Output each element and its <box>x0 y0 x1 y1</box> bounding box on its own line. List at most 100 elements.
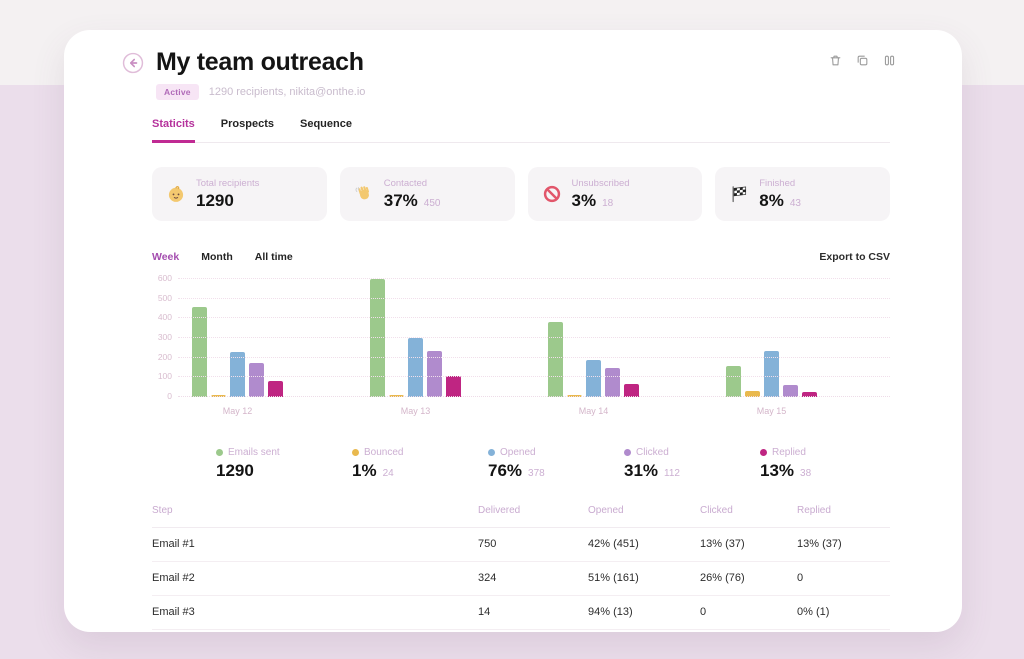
legend-sub-count: 24 <box>382 468 394 479</box>
stats-row: Total recipients 1290 Contacted 37% 450 Unsub… <box>152 167 890 221</box>
bar-clicked <box>427 350 442 397</box>
bar-group-may-14: May 14 <box>534 279 712 416</box>
tab-sequence[interactable]: Sequence <box>300 118 352 130</box>
bar-emails-sent <box>370 279 385 397</box>
legend-value: 31% <box>624 461 659 480</box>
bar-replied <box>446 375 461 397</box>
bar-clicked <box>783 385 798 397</box>
stat-value: 1290 <box>196 190 234 210</box>
stat-card-finished: Finished 8% 43 <box>715 167 890 221</box>
gridline-100 <box>178 376 890 378</box>
waving-hand-icon <box>354 184 374 204</box>
stat-sub-count: 18 <box>602 197 614 209</box>
column-header-clicked: Clicked <box>700 505 733 516</box>
y-axis-tick: 300 <box>157 332 172 342</box>
bar-group-may-12: May 12 <box>178 279 356 416</box>
column-header-delivered: Delivered <box>478 505 521 516</box>
x-axis-label: May 14 <box>578 406 609 416</box>
period-month[interactable]: Month <box>201 251 233 263</box>
tabs: Staticits Prospects Sequence <box>152 118 890 143</box>
table-row: Email #3 14 94% (13) 0 0% (1) <box>152 596 890 630</box>
campaign-panel: My team outreach Active 1290 recipients,… <box>64 30 962 632</box>
bar-bounced <box>745 391 760 397</box>
stat-card-total-recipients: Total recipients 1290 <box>152 167 327 221</box>
value-cell: 13% (37) <box>797 538 842 550</box>
bar-clicked <box>249 362 264 397</box>
legend-name: Emails sent <box>228 447 280 458</box>
legend-sub-count: 378 <box>528 468 545 479</box>
legend-sub-count: 112 <box>664 468 680 479</box>
period-all-time[interactable]: All time <box>254 251 293 263</box>
x-axis-label: May 12 <box>222 406 253 416</box>
table-header-row: Step Delivered Opened Clicked Replied <box>152 497 890 528</box>
pause-icon <box>883 54 896 72</box>
step-cell: Email #2 <box>152 572 195 584</box>
value-cell: 324 <box>478 572 497 584</box>
chart-plot-area: May 12 May 13 May 14 May 15 <box>178 278 890 416</box>
bar-replied <box>802 391 817 397</box>
legend-name: Bounced <box>364 447 404 458</box>
y-axis-tick: 0 <box>167 391 172 401</box>
table-row: Email #2 324 51% (161) 26% (76) 0 <box>152 562 890 596</box>
bar-emails-sent <box>548 322 563 397</box>
stat-card-unsubscribed: Unsubscribed 3% 18 <box>527 167 703 221</box>
legend-name: Clicked <box>636 447 669 458</box>
gridline-500 <box>178 297 890 299</box>
duplicate-button[interactable] <box>855 55 869 70</box>
gridline-0 <box>178 396 890 397</box>
bar-emails-sent <box>192 306 207 397</box>
delete-button[interactable] <box>828 54 842 72</box>
legend-value: 13% <box>760 461 795 480</box>
bar-opened <box>230 351 245 397</box>
legend-value: 1290 <box>216 461 254 480</box>
gridline-400 <box>178 317 890 319</box>
table-body: Email #1 750 42% (451) 13% (37) 13% (37) Emai… <box>152 528 890 630</box>
chart-period-switch: Week Month All time <box>152 251 293 263</box>
legend-value: 1% <box>352 461 377 480</box>
pause-button[interactable] <box>882 54 896 72</box>
legend-dot-opened-icon <box>488 449 495 456</box>
steps-table: Step Delivered Opened Clicked Replied Email … <box>152 497 890 630</box>
legend-value: 76% <box>488 461 523 480</box>
legend-item-bounced: Bounced 1% 24 <box>352 447 488 481</box>
stat-label: Finished <box>759 177 796 189</box>
stat-card-contacted: Contacted 37% 450 <box>339 167 515 221</box>
gridline-600 <box>178 278 890 279</box>
export-csv-button[interactable]: Export to CSV <box>819 251 890 263</box>
back-button[interactable] <box>122 52 144 74</box>
legend-name: Opened <box>500 447 536 458</box>
period-week[interactable]: Week <box>152 251 180 263</box>
value-cell: 14 <box>478 606 491 618</box>
tab-staticits[interactable]: Staticits <box>152 118 195 143</box>
baby-face-icon <box>166 184 186 204</box>
back-arrow-icon <box>122 52 144 78</box>
value-cell: 750 <box>478 538 497 550</box>
step-cell: Email #3 <box>152 606 195 618</box>
value-cell: 13% (37) <box>700 538 745 550</box>
stat-label: Total recipients <box>196 177 260 189</box>
stat-value: 3% <box>571 190 597 210</box>
stat-label: Contacted <box>383 177 428 189</box>
legend-dot-clicked-icon <box>624 449 631 456</box>
bar-replied <box>268 381 283 397</box>
tab-prospects[interactable]: Prospects <box>220 118 274 130</box>
value-cell: 51% (161) <box>588 572 639 584</box>
bar-opened <box>586 359 601 397</box>
trash-icon <box>829 54 842 72</box>
legend-dot-replied-icon <box>760 449 767 456</box>
legend-sub-count: 38 <box>800 468 812 479</box>
column-header-step: Step <box>152 505 173 516</box>
stat-label: Unsubscribed <box>571 177 630 189</box>
value-cell: 94% (13) <box>588 606 633 618</box>
no-entry-icon <box>542 184 562 204</box>
value-cell: 0 <box>700 606 707 618</box>
bar-opened <box>408 338 423 397</box>
chart-bar-groups: May 12 May 13 May 14 May 15 <box>178 279 890 416</box>
chart-legend: Emails sent 1290 Bounced 1% 24 Opened 76% 378 Cl… <box>216 447 962 481</box>
y-axis-tick: 400 <box>157 312 172 323</box>
y-axis-tick: 100 <box>157 371 172 382</box>
checkered-flag-icon <box>729 184 749 204</box>
bar-group-may-15: May 15 <box>712 279 890 416</box>
campaign-subtitle: 1290 recipients, nikita@onthe.io <box>208 86 366 98</box>
legend-name: Replied <box>772 447 806 458</box>
